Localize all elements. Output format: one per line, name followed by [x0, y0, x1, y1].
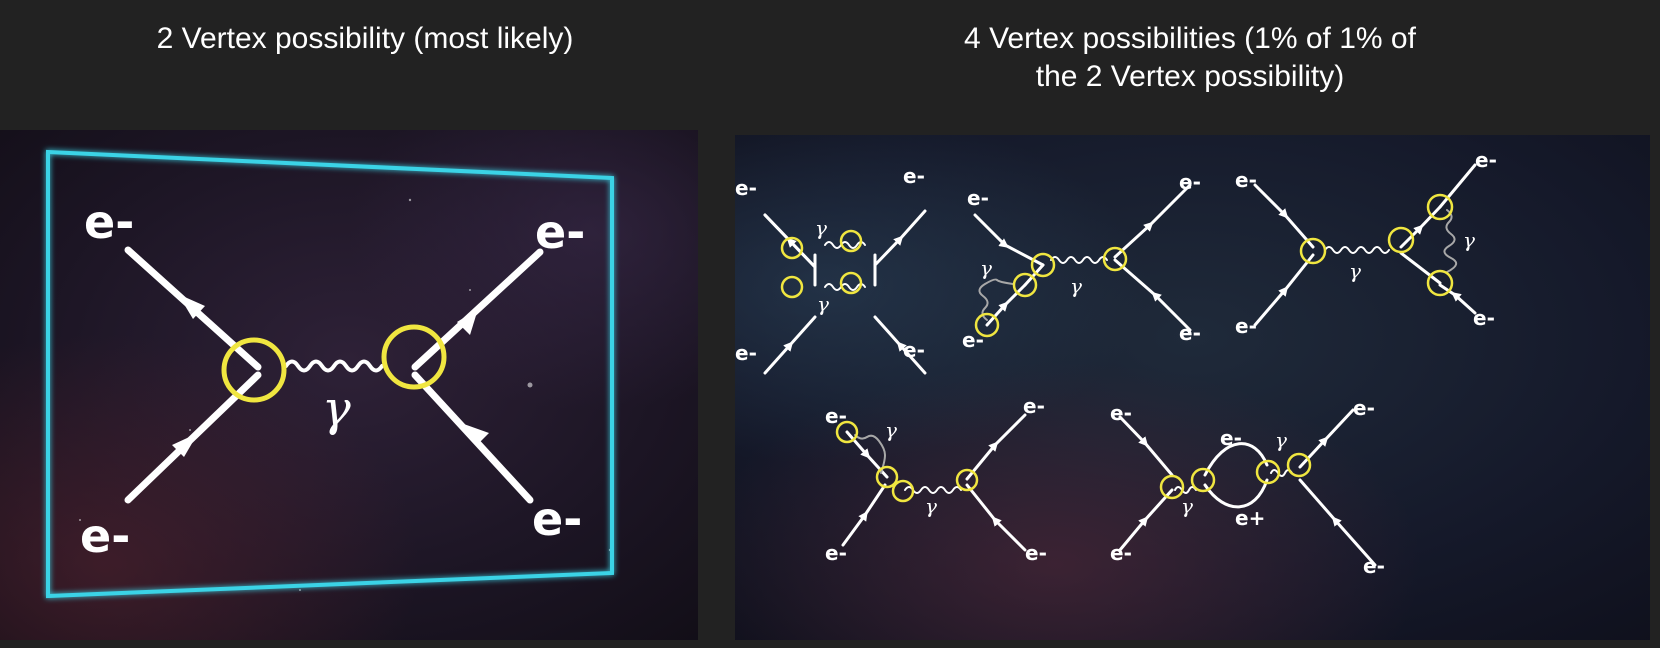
two-vertex-diagram: e- e- e- e- γ [0, 130, 698, 640]
vertex-d2-d [1102, 246, 1128, 272]
label-d1-electron-br: e- [903, 338, 925, 362]
caption-four-vertex: 4 Vertex possibilities (1% of 1% of the … [810, 20, 1570, 96]
label-d2-electron-tr: e- [1179, 170, 1201, 194]
vertex-d2-c [1030, 252, 1056, 278]
label-photon: γ [322, 381, 351, 437]
label-d4-electron-tl: e- [825, 404, 847, 428]
four-vertex-diagrams: e- e- e- e- e- e- e- e- e- e- e- e- e- e… [735, 135, 1650, 640]
label-d2-electron-bl: e- [962, 328, 984, 352]
vertex-d4-c [891, 479, 915, 503]
label-electron-top-right: e- [535, 205, 585, 259]
label-d4-photon-main: γ [925, 494, 937, 518]
label-d4-electron-tr: e- [1023, 394, 1045, 418]
two-vertex-diagram-panel: e- e- e- e- γ [0, 130, 698, 640]
arrow-top-right [457, 309, 478, 335]
vertex-circles-group [780, 193, 1454, 503]
vertex-d1-bl [780, 275, 804, 299]
label-electron-bottom-left: e- [80, 509, 130, 563]
label-d5-electron-bl: e- [1110, 541, 1132, 565]
label-d5-photon-left: γ [1181, 494, 1193, 518]
vertex-d4-a [835, 420, 859, 444]
vertex-d5-c [1255, 459, 1281, 485]
caption-four-vertex-line2: the 2 Vertex possibility) [1035, 60, 1345, 93]
label-d2-photon-main: γ [1070, 274, 1082, 298]
label-d5-electron-top: e- [1220, 426, 1242, 450]
caption-four-vertex-line1: 4 Vertex possibilities (1% of 1% of [964, 22, 1416, 55]
label-d5-electron-tr: e- [1353, 396, 1375, 420]
label-d3-electron-bl: e- [1235, 314, 1257, 338]
label-d5-electron-br: e- [1363, 554, 1385, 578]
label-d1-electron-bl: e- [735, 341, 757, 365]
vertex-d4-b [875, 465, 899, 489]
vertex-d5-b [1190, 467, 1216, 493]
label-electron-bottom-right: e- [532, 492, 582, 546]
label-d4-photon-side: γ [885, 418, 897, 442]
vertex-d4-d [955, 468, 979, 492]
vertex-d3-d [1426, 269, 1454, 297]
arrow-top-left [178, 294, 205, 319]
vertex-d1-tl [780, 236, 804, 260]
label-d2-photon-side: γ [980, 256, 992, 280]
label-d1-electron-tr: e- [903, 164, 925, 188]
label-d5-photon-right: γ [1275, 428, 1287, 452]
label-d3-photon-main: γ [1349, 259, 1361, 283]
diagram-box-loop [763, 209, 927, 375]
label-d3-electron-tr: e- [1475, 148, 1497, 172]
label-d1-photon-top: γ [815, 216, 827, 240]
four-vertex-diagrams-panel: e- e- e- e- e- e- e- e- e- e- e- e- e- e… [735, 135, 1650, 640]
cyan-frame [46, 149, 614, 599]
label-d5-positron: e+ [1235, 506, 1265, 530]
vertex-d1-tr [839, 229, 863, 253]
vertex-d5-d [1286, 452, 1312, 478]
vertex-d1-br [839, 271, 863, 295]
label-electron-top-left: e- [84, 195, 134, 249]
label-d3-electron-tl: e- [1235, 168, 1257, 192]
vertex-d3-b [1387, 226, 1415, 254]
caption-two-vertex-text: 2 Vertex possibility (most likely) [156, 22, 574, 55]
diagram-incoming-self-energy [973, 183, 1192, 332]
vertex-d2-a [974, 312, 1000, 338]
starfield [79, 198, 612, 591]
label-d4-electron-bl: e- [825, 541, 847, 565]
label-d1-photon-bottom: γ [817, 292, 829, 316]
diagram-outgoing-photon-emission [1253, 163, 1477, 327]
label-d3-photon-side: γ [1463, 228, 1475, 252]
label-d2-electron-br: e- [1179, 321, 1201, 345]
label-d4-electron-br: e- [1025, 541, 1047, 565]
vertex-d5-a [1159, 474, 1185, 500]
vertex-d3-a [1299, 237, 1327, 265]
label-d5-electron-tl: e- [1110, 401, 1132, 425]
arrow-bottom-right [461, 423, 489, 446]
photon-wavy-line [284, 359, 384, 373]
vertex-circle-left [221, 337, 287, 403]
label-d1-electron-tl: e- [735, 176, 757, 200]
label-d2-electron-tl: e- [967, 186, 989, 210]
arrow-bottom-left [172, 433, 198, 457]
caption-two-vertex: 2 Vertex possibility (most likely) [0, 20, 730, 58]
label-d3-electron-br: e- [1473, 306, 1495, 330]
vertex-d3-c [1426, 193, 1454, 221]
vertex-circle-right [381, 324, 447, 390]
vertex-d2-b [1012, 272, 1038, 298]
